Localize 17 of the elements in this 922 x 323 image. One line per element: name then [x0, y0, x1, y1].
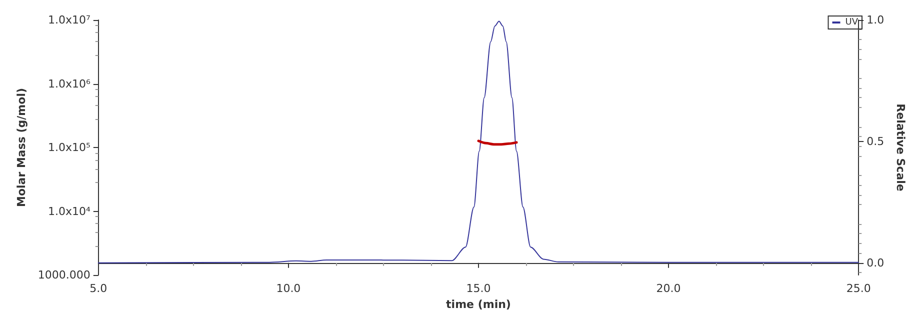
legend-label: UV [845, 18, 859, 28]
y-tick-label: 1.0x10⁶ [48, 77, 91, 90]
x-tick-label: 10.0 [276, 282, 301, 295]
y2-tick-label: 0.0 [866, 256, 884, 270]
x-axis-title: time (min) [446, 298, 511, 311]
x-tick-label: 15.0 [466, 282, 491, 295]
x-tick-label: 20.0 [656, 282, 681, 295]
y-tick-label: 1.0x10⁴ [48, 204, 91, 218]
y2-tick-label: 0.5 [866, 134, 884, 148]
x-tick-label: 5.0 [90, 282, 108, 295]
y-tick-label: 1000.000 [38, 268, 90, 282]
y-tick-label: 1.0x10⁷ [48, 14, 90, 26]
y-tick-label: 1.0x10⁵ [48, 141, 90, 154]
y-axis-title: Molar Mass (g/mol) [15, 88, 28, 207]
y2-tick-label: 1.0 [866, 14, 884, 26]
x-tick-label: 25.0 [846, 282, 871, 295]
y2-axis-title: Relative Scale [894, 104, 907, 192]
